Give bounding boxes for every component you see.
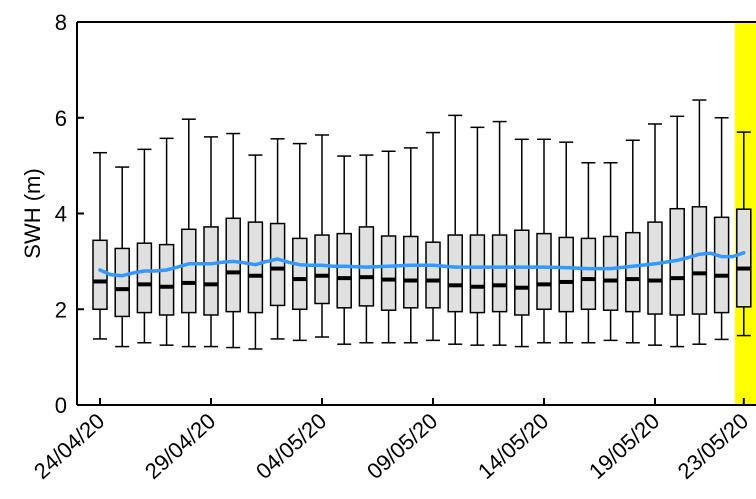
box-16: [447, 114, 463, 345]
box-29: [736, 131, 752, 337]
iqr-box: [425, 241, 441, 309]
box-7: [247, 154, 264, 350]
x-tick-label: 14/05/20: [473, 408, 553, 484]
iqr-box: [92, 239, 108, 310]
iqr-box: [181, 228, 197, 314]
box-0: [92, 151, 108, 340]
box-13: [380, 150, 397, 344]
y-tick-label: 6: [55, 106, 67, 131]
box-10: [314, 134, 330, 338]
box-5: [203, 136, 219, 348]
box-26: [669, 115, 685, 348]
iqr-box: [314, 234, 330, 305]
iqr-box: [736, 208, 752, 308]
box-18: [491, 120, 508, 346]
y-tick-label: 8: [55, 10, 67, 35]
iqr-box: [602, 235, 619, 311]
axes-layer: [76, 21, 756, 406]
x-tick-label: 24/04/20: [29, 408, 109, 484]
iqr-box: [713, 216, 730, 314]
box-8: [269, 138, 286, 340]
box-4: [181, 118, 197, 348]
iqr-box: [336, 232, 352, 309]
box-21: [558, 141, 574, 344]
iqr-box: [536, 232, 552, 310]
box-9: [292, 142, 308, 342]
iqr-box: [158, 243, 175, 316]
y-axis-label: SWH (m): [20, 168, 45, 258]
iqr-box: [203, 226, 219, 316]
box-24: [625, 139, 641, 344]
box-3: [158, 137, 175, 346]
iqr-box: [580, 237, 597, 311]
x-tick-label: 23/05/20: [673, 408, 753, 484]
iqr-box: [625, 231, 641, 313]
x-tick-label: 29/04/20: [140, 408, 220, 484]
iqr-box: [247, 221, 264, 314]
box-1: [114, 166, 130, 348]
box-28: [713, 117, 730, 341]
iqr-box: [469, 234, 486, 314]
y-tick-label: 4: [55, 202, 67, 227]
iqr-box: [136, 242, 153, 314]
box-6: [225, 132, 241, 349]
iqr-box: [514, 229, 530, 316]
box-23: [602, 162, 619, 342]
x-tick-label: 19/05/20: [584, 408, 664, 484]
iqr-box: [647, 221, 663, 315]
y-tick-label: 0: [55, 393, 67, 418]
box-17: [469, 126, 486, 346]
box-14: [403, 147, 419, 344]
box-12: [358, 154, 375, 344]
box-27: [691, 99, 708, 345]
mean-line-layer: [98, 251, 746, 278]
iqr-box: [114, 247, 130, 318]
iqr-box: [691, 206, 708, 315]
box-22: [580, 162, 597, 344]
x-tick-label: 09/05/20: [362, 408, 442, 484]
box-19: [514, 138, 530, 348]
iqr-box: [225, 217, 241, 313]
y-tick-label: 2: [55, 297, 67, 322]
iqr-box: [292, 237, 308, 311]
iqr-box: [447, 234, 463, 313]
box-15: [425, 131, 441, 342]
box-2: [136, 148, 153, 344]
box-25: [647, 123, 663, 346]
iqr-box: [558, 236, 574, 313]
iqr-box: [269, 222, 286, 307]
mean-line: [98, 251, 746, 278]
iqr-box: [380, 235, 397, 311]
iqr-box: [403, 235, 419, 309]
box-11: [336, 155, 352, 345]
x-tick-label: 04/05/20: [251, 408, 331, 484]
boxes-layer: [92, 99, 752, 350]
box-20: [536, 138, 552, 344]
iqr-box: [491, 234, 508, 313]
